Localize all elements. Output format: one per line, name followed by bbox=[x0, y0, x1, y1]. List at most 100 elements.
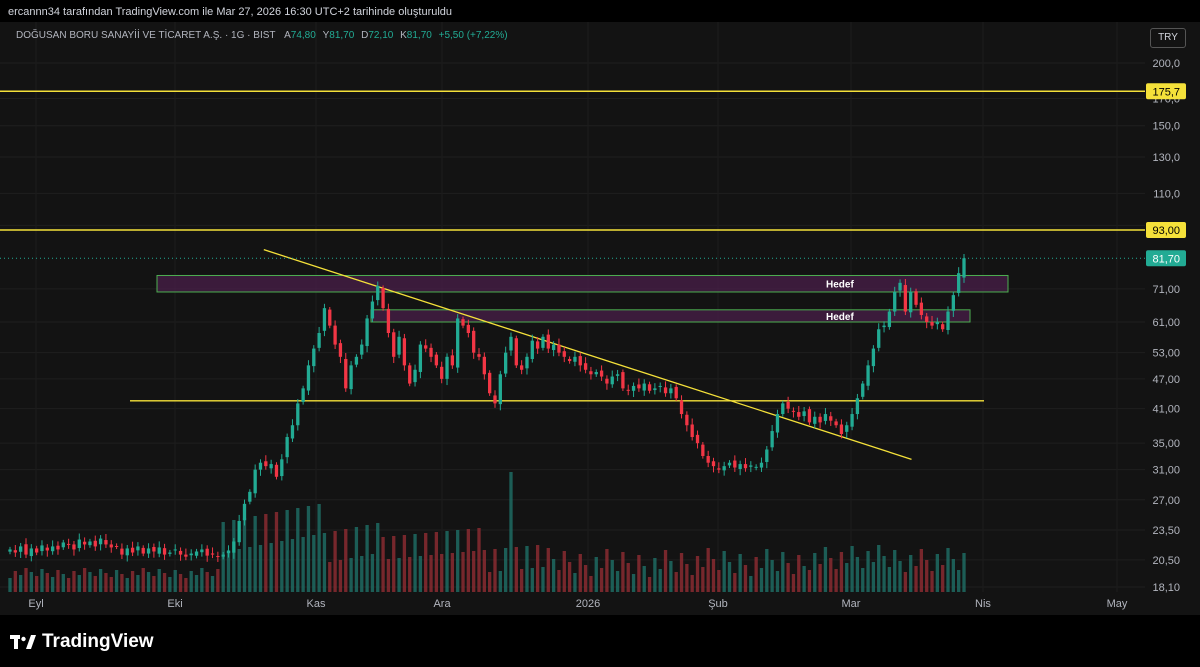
candle-body bbox=[125, 548, 129, 556]
volume-bar bbox=[200, 568, 204, 592]
candle-body bbox=[397, 336, 401, 355]
candle-body bbox=[338, 343, 343, 357]
candle-body bbox=[162, 548, 167, 555]
volume-bar bbox=[354, 527, 359, 592]
candle-body bbox=[82, 541, 87, 545]
candle-body bbox=[802, 411, 806, 417]
candle-body bbox=[749, 465, 753, 467]
volume-bar bbox=[349, 558, 353, 592]
close-key: K bbox=[400, 30, 407, 41]
candle-body bbox=[589, 371, 593, 375]
volume-bar bbox=[823, 547, 828, 592]
volume-bar bbox=[589, 576, 593, 592]
volume-bar bbox=[685, 564, 689, 592]
open-key: A bbox=[284, 30, 291, 41]
candle-body bbox=[765, 449, 769, 462]
volume-bar bbox=[679, 553, 684, 592]
volume-bar bbox=[898, 561, 902, 592]
volume-bar bbox=[935, 554, 940, 592]
volume-bar bbox=[717, 570, 721, 592]
volume-bar bbox=[839, 552, 844, 592]
candle-body bbox=[120, 548, 124, 555]
candle-body bbox=[456, 318, 460, 368]
candle-body bbox=[290, 425, 295, 439]
volume-bar bbox=[807, 570, 812, 592]
candle-body bbox=[909, 291, 913, 313]
candle-body bbox=[440, 366, 444, 379]
volume-bar bbox=[845, 563, 849, 592]
volume-bar bbox=[402, 535, 407, 592]
volume-bar bbox=[578, 554, 582, 592]
candle-body bbox=[562, 351, 566, 357]
candle-body bbox=[141, 547, 145, 554]
candle-body bbox=[8, 549, 12, 552]
volume-bar bbox=[919, 549, 924, 592]
volume-bar bbox=[376, 523, 380, 592]
candle-body bbox=[461, 319, 465, 326]
volume-bar bbox=[903, 572, 908, 592]
volume-bar bbox=[98, 569, 103, 592]
volume-bar bbox=[519, 569, 524, 592]
volume-bar bbox=[791, 574, 796, 592]
candle-body bbox=[322, 308, 327, 331]
level-price-text: 175,7 bbox=[1152, 86, 1180, 98]
candle-body bbox=[333, 325, 337, 345]
symbol-legend: DOĞUSAN BORU SANAYİİ VE TİCARET A.Ş. · 1… bbox=[16, 30, 508, 41]
volume-bar bbox=[136, 575, 140, 592]
volume-bar bbox=[242, 518, 247, 592]
candle-body bbox=[13, 550, 17, 553]
volume-bar bbox=[743, 565, 748, 592]
candle-body bbox=[717, 468, 721, 470]
volume-bar bbox=[50, 577, 55, 592]
volume-bar bbox=[599, 568, 604, 592]
volume-bar bbox=[24, 568, 28, 592]
candle-body bbox=[317, 332, 321, 348]
currency-button[interactable]: TRY bbox=[1150, 28, 1186, 48]
volume-bar bbox=[178, 574, 183, 592]
candle-body bbox=[488, 372, 492, 394]
candle-body bbox=[647, 384, 652, 391]
candle-body bbox=[813, 416, 817, 424]
tradingview-logo[interactable]: TradingView bbox=[10, 631, 154, 653]
candle-body bbox=[93, 540, 97, 547]
candle-body bbox=[861, 383, 865, 397]
price-tick-label: 200,0 bbox=[1152, 58, 1180, 70]
volume-bar bbox=[440, 554, 444, 592]
candle-body bbox=[557, 344, 561, 353]
volume-bar bbox=[290, 539, 295, 592]
candle-body bbox=[946, 311, 950, 330]
volume-bar bbox=[114, 570, 119, 592]
time-tick-label: Ara bbox=[433, 598, 451, 610]
candle-body bbox=[104, 540, 108, 545]
volume-bar bbox=[424, 533, 428, 592]
volume-bar bbox=[887, 567, 892, 592]
volume-bar bbox=[413, 534, 417, 592]
volume-bar bbox=[322, 533, 327, 592]
time-tick-label: 2026 bbox=[576, 598, 600, 610]
candle-body bbox=[839, 424, 844, 435]
volume-bar bbox=[957, 570, 961, 592]
candle-body bbox=[674, 386, 678, 399]
volume-bar bbox=[418, 556, 423, 592]
volume-bar bbox=[210, 576, 215, 592]
candle-body bbox=[376, 285, 380, 301]
price-axis: 200,0170,0150,0130,0110,095,0071,0061,00… bbox=[1152, 58, 1180, 594]
candle-body bbox=[24, 544, 28, 555]
candle-body bbox=[546, 334, 550, 349]
volume-bar bbox=[861, 568, 865, 592]
volume-bar bbox=[237, 549, 241, 592]
volume-bar bbox=[706, 548, 710, 592]
candle-body bbox=[392, 332, 396, 357]
volume-bar bbox=[765, 549, 769, 592]
volume-bar bbox=[488, 572, 492, 592]
candle-body bbox=[775, 414, 780, 433]
volume-bar bbox=[658, 569, 662, 592]
candle-body bbox=[509, 336, 513, 351]
target-zone bbox=[156, 274, 1009, 293]
candle-body bbox=[877, 329, 881, 348]
last-price-badge bbox=[1146, 250, 1186, 267]
volume-bar bbox=[125, 578, 129, 592]
price-tick-label: 150,0 bbox=[1152, 121, 1180, 133]
high-key: Y bbox=[322, 30, 330, 41]
